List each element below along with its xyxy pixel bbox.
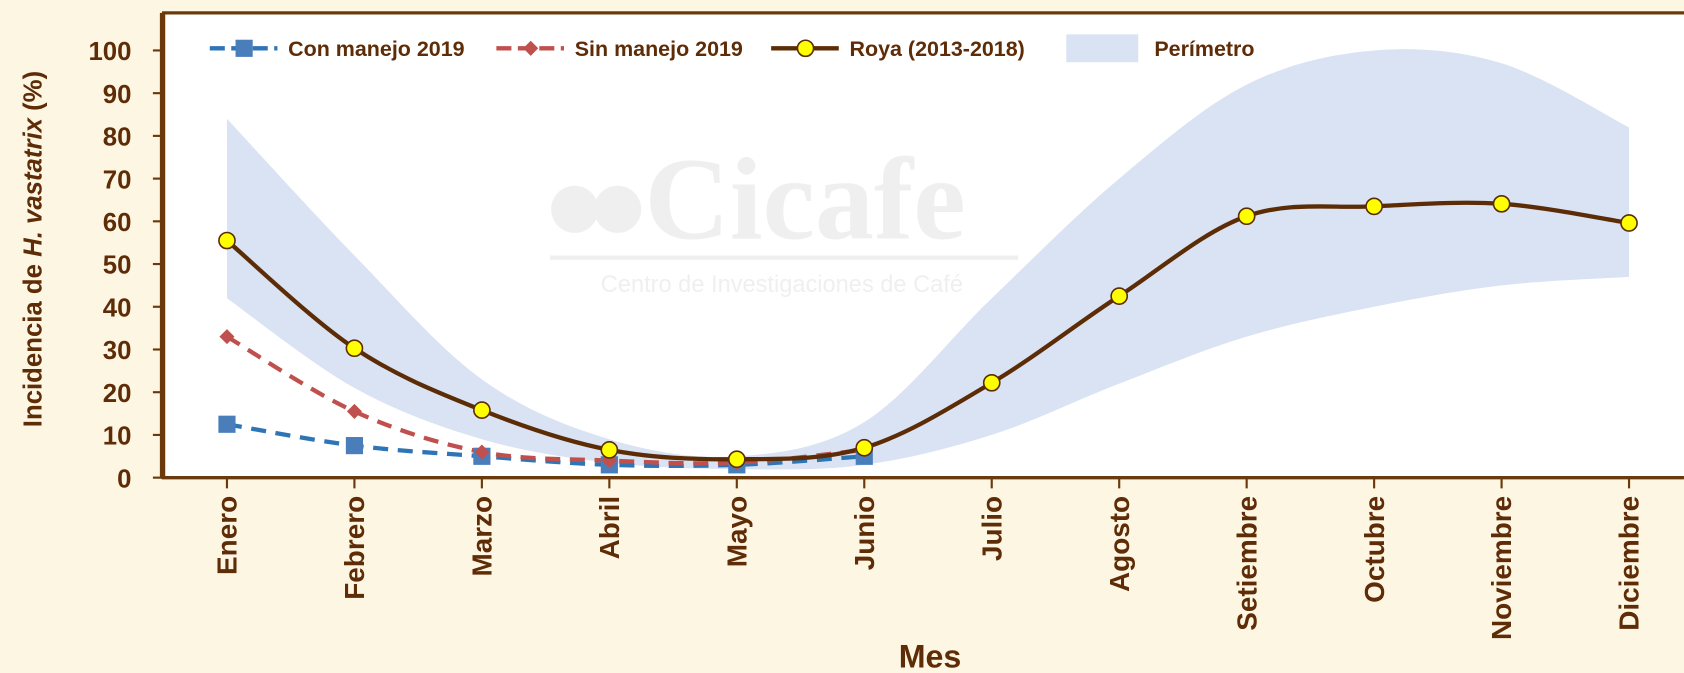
y-tick-label: 30 <box>103 337 132 365</box>
marker <box>1620 214 1638 232</box>
x-tick-label: Noviembre <box>1486 496 1517 640</box>
y-axis-title-part: Incidencia de <box>19 257 47 427</box>
marker <box>727 450 746 469</box>
band-area <box>226 49 1630 470</box>
x-tick-label: Abril <box>594 496 625 560</box>
y-tick-label: 90 <box>103 81 132 109</box>
marker <box>1492 194 1511 213</box>
watermark-logo: Cicafe <box>645 133 966 264</box>
x-axis-title: Mes <box>899 639 962 673</box>
marker <box>1365 197 1383 216</box>
y-axis-title-part: (%) <box>19 71 47 118</box>
x-tick-label: Mayo <box>721 496 752 567</box>
line <box>226 422 865 469</box>
marker <box>218 415 236 433</box>
marker <box>855 438 874 457</box>
y-tick-label: 80 <box>103 124 132 152</box>
x-tick-label: Diciembre <box>1614 496 1645 631</box>
marker <box>1237 207 1256 226</box>
x-tick-label: Junio <box>849 496 880 570</box>
watermark-dot <box>551 185 599 233</box>
x-tick-label: Febrero <box>339 496 370 600</box>
watermark-dot <box>594 185 642 233</box>
legend-label: Sin manejo 2019 <box>575 37 743 61</box>
watermark-tagline: Centro de Investigaciones de Café <box>601 272 963 298</box>
marker <box>218 231 236 250</box>
legend-marker <box>523 40 539 56</box>
line <box>225 334 865 466</box>
marker <box>345 437 364 455</box>
y-tick-label: 20 <box>103 380 132 408</box>
y-tick-label: 0 <box>117 465 131 493</box>
y-axis-title: Incidencia de H. vastatrix (%) <box>19 71 47 427</box>
y-tick-label: 10 <box>103 423 132 451</box>
legend-label: Roya (2013-2018) <box>850 37 1025 61</box>
y-tick-label: 40 <box>103 294 132 322</box>
x-tick-label: Enero <box>212 496 243 575</box>
y-tick-label: 70 <box>103 166 132 194</box>
marker <box>346 403 362 419</box>
x-tick-label: Setiembre <box>1231 496 1262 631</box>
marker <box>982 373 1001 392</box>
marker <box>345 339 364 358</box>
legend-swatch <box>1066 34 1139 63</box>
x-tick-label: Agosto <box>1104 496 1135 592</box>
x-tick-label: Marzo <box>467 496 498 577</box>
y-tick-label: 50 <box>103 252 132 280</box>
legend-marker <box>235 39 253 57</box>
y-tick-label: 100 <box>88 38 131 66</box>
watermark: Cicafe Centro de Investigaciones de Café <box>550 133 1019 298</box>
marker <box>1110 287 1129 305</box>
legend-label: Perímetro <box>1154 37 1254 61</box>
marker <box>600 441 619 459</box>
y-axis-title-part: H. vastatrix <box>19 116 47 257</box>
x-tick-label: Julio <box>976 496 1007 561</box>
y-tick-label: 60 <box>103 209 132 237</box>
x-tick-label: Octubre <box>1359 496 1390 603</box>
legend-label: Con manejo 2019 <box>288 37 465 61</box>
legend-marker <box>796 39 815 58</box>
marker <box>473 401 491 420</box>
